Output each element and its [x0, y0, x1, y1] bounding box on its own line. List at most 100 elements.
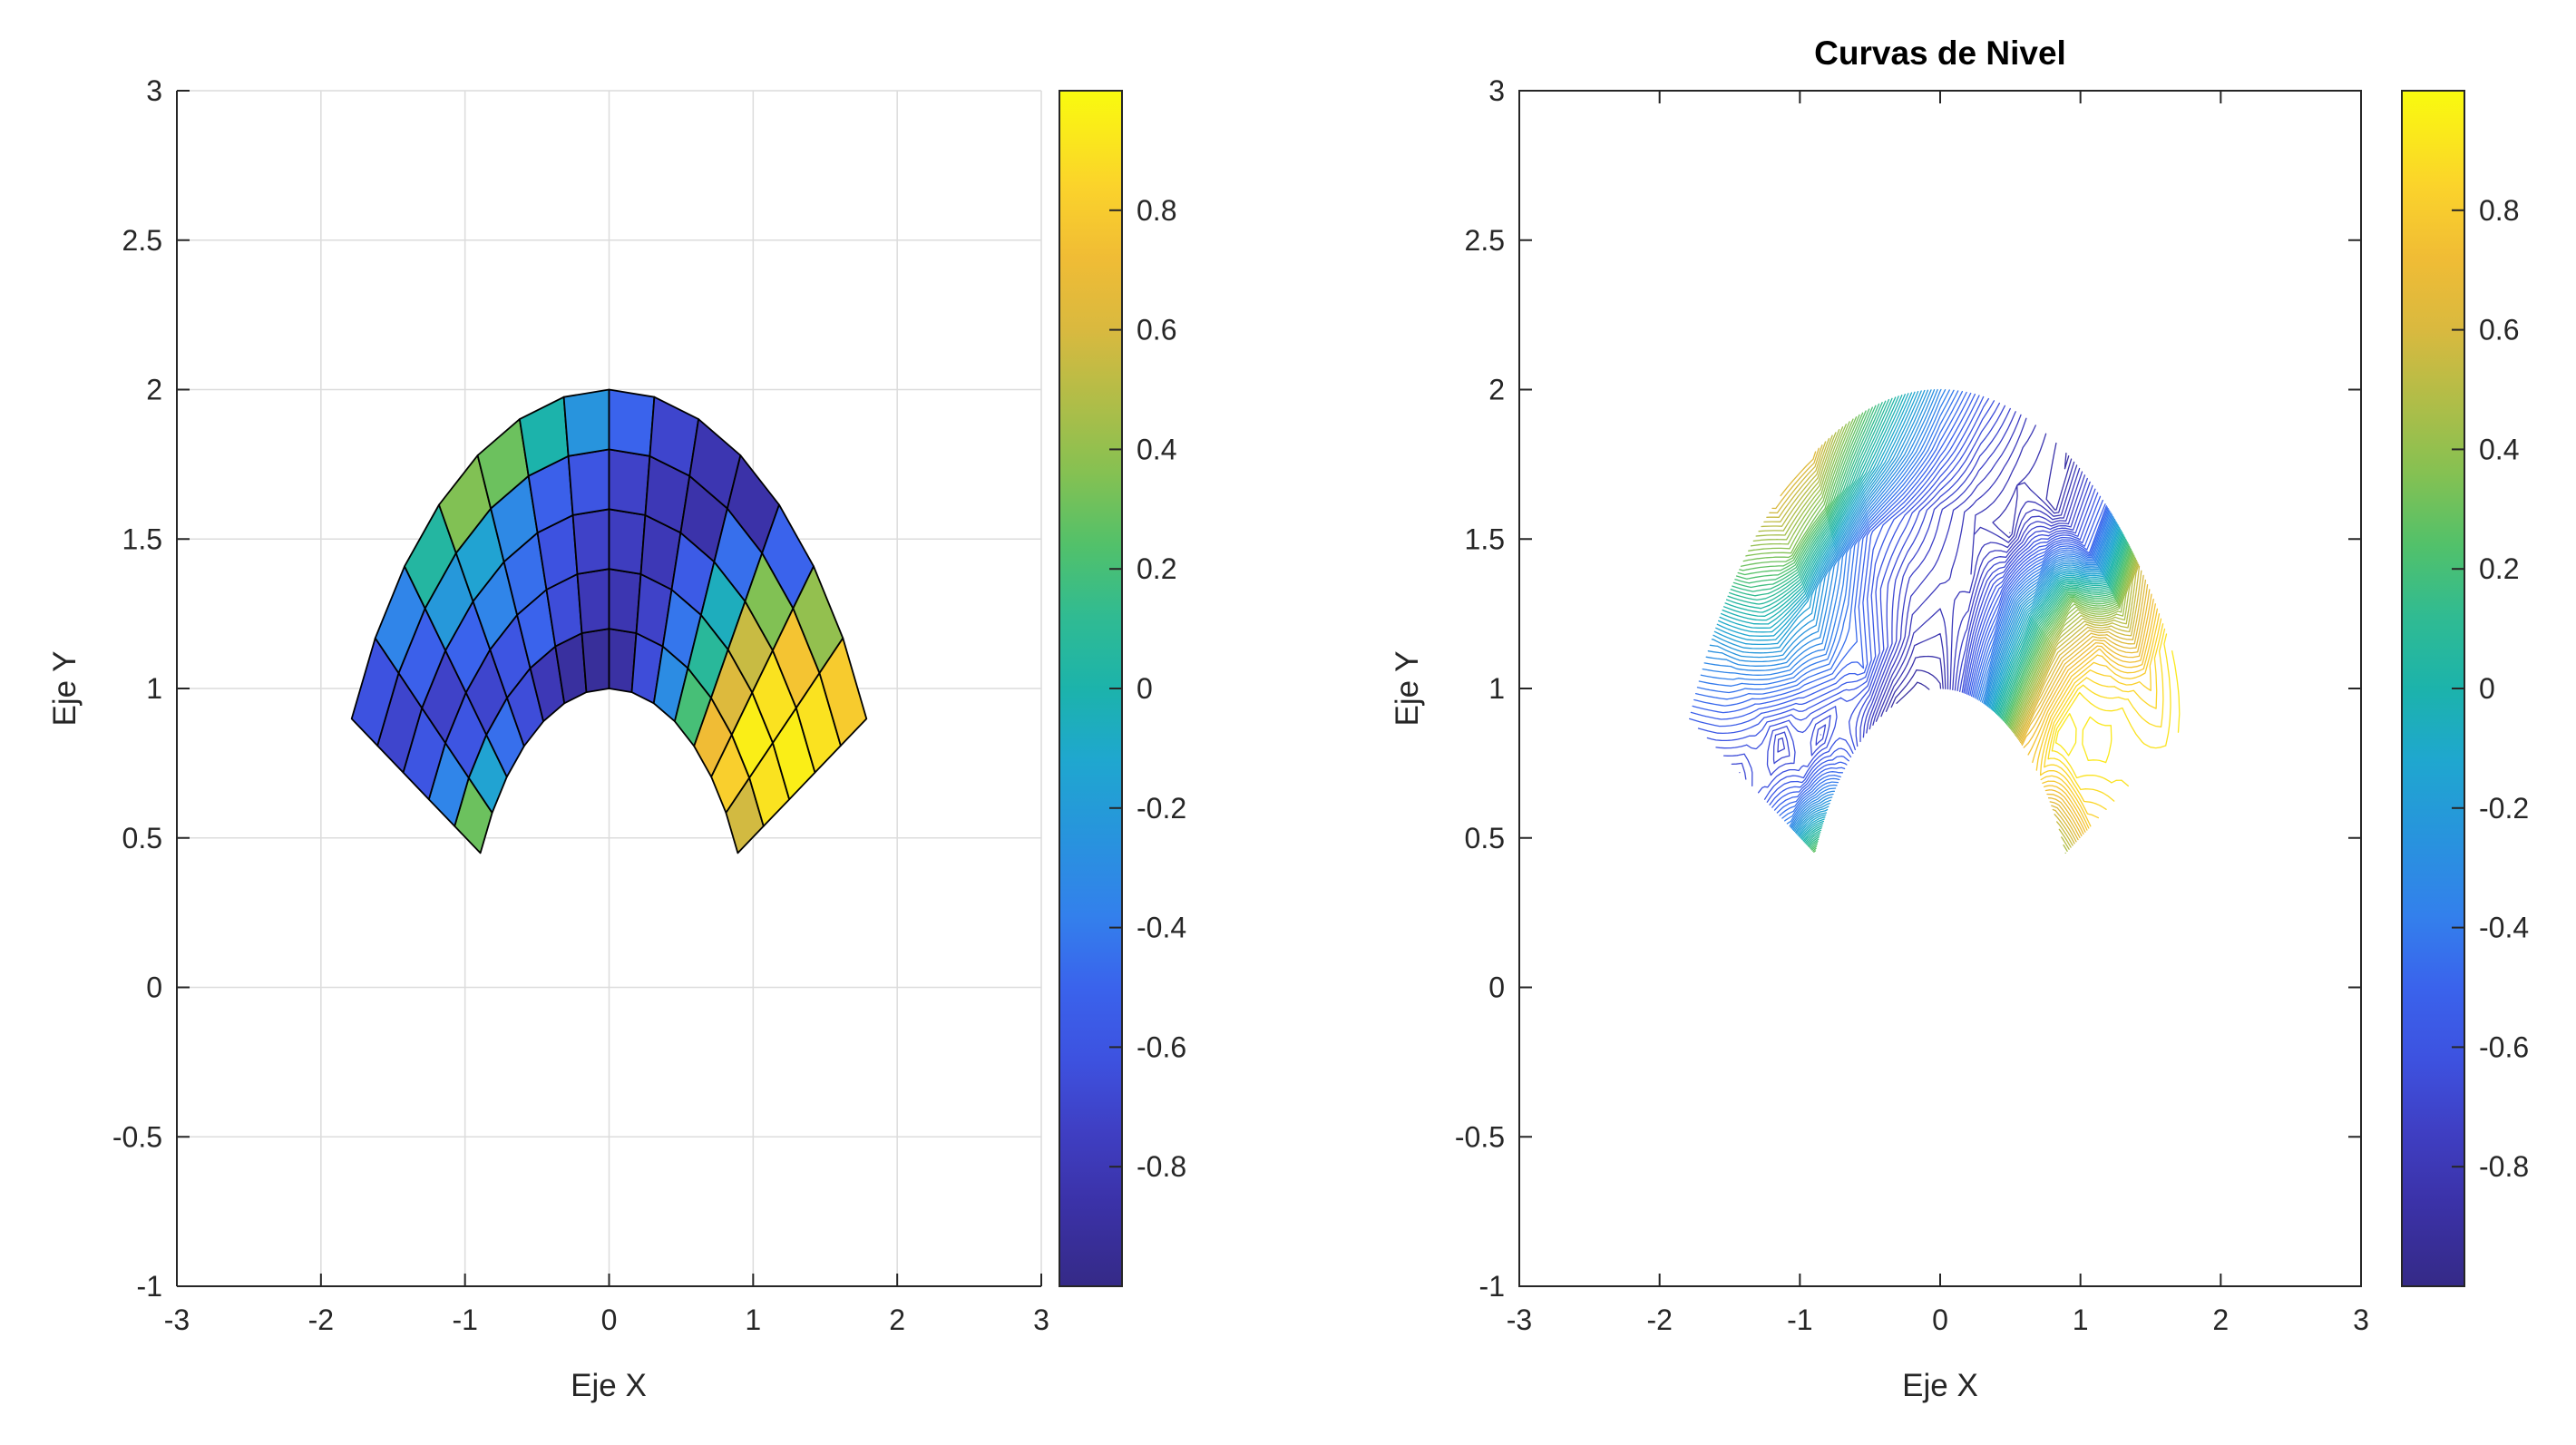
contour-line — [2039, 618, 2162, 819]
contour-line — [1766, 441, 2141, 846]
y-tick-label: 2 — [1488, 374, 1505, 406]
contour-line — [1745, 418, 2134, 729]
mesh-cell — [608, 448, 651, 516]
colorbar: 0.8 0.6 0.4 0.2 0 -0.2 -0.4 -0.6 -0.8 — [2401, 90, 2529, 1287]
mesh-cell — [608, 388, 656, 457]
contour-line — [1707, 389, 2115, 830]
left-yaxis-label: Eje Y — [47, 650, 83, 727]
contour-line — [1780, 451, 2147, 841]
right-xaxis-label: Eje X — [1902, 1368, 1978, 1403]
contour-line — [1706, 397, 2099, 800]
colorbar-tick-label: 0.6 — [2479, 314, 2519, 347]
contour-line — [1690, 393, 2106, 808]
colorbar-tick-label: -0.4 — [1137, 912, 1186, 944]
contour-line — [1700, 389, 2112, 825]
contour-line — [2054, 650, 2181, 764]
y-tick-label: 3 — [146, 74, 162, 107]
x-tick-label: 2 — [2212, 1303, 2229, 1336]
contour-line — [1750, 424, 2136, 731]
contour-line — [1739, 407, 2088, 774]
contour-line — [1880, 433, 2075, 718]
contour-line — [1713, 390, 2118, 835]
surface-mesh — [350, 388, 868, 854]
colorbar-tick-label: 0.2 — [2479, 552, 2519, 585]
contour-line — [1735, 408, 2131, 851]
colorbar-tick-label: 0.2 — [1137, 552, 1176, 585]
x-tick-label: 3 — [2353, 1303, 2369, 1336]
mesh-cell — [567, 448, 610, 516]
y-tick-label: 2.5 — [122, 224, 162, 257]
contour-line — [1722, 395, 2122, 841]
contour-line — [1742, 416, 2133, 727]
x-tick-label: -3 — [164, 1303, 190, 1336]
contour-line — [1748, 421, 2135, 730]
colorbar-tick-label: -0.6 — [1137, 1030, 1186, 1063]
contour-line — [1696, 390, 2110, 819]
y-tick-label: 1.5 — [1465, 522, 1505, 555]
contour-line — [1703, 388, 2113, 828]
y-tick-label: -0.5 — [112, 1120, 162, 1153]
contour-line — [2020, 589, 2151, 837]
contour-line — [1716, 391, 2120, 836]
y-tick-label: -0.5 — [1455, 1120, 1505, 1153]
contour-line — [1763, 437, 2140, 848]
colorbar-tick-label: 0 — [1137, 672, 1153, 705]
contour-line — [1720, 394, 2122, 840]
contour-line — [1722, 395, 2123, 842]
y-tick-label: 1.5 — [122, 522, 162, 555]
contour-line — [1737, 410, 2132, 852]
contour-line — [1734, 406, 2130, 850]
y-tick-label: 0.5 — [122, 822, 162, 854]
contour-plot: -3 -2 -1 0 1 2 3-1-0.500.511.522.530.80.60.40.… — [1455, 74, 2529, 1336]
contour-line — [1697, 395, 2102, 803]
contour-line — [2044, 623, 2164, 810]
mesh-plot: -3 -2 -1 0 1 2 3-1-0.500.511.522.530.80.60.40.… — [112, 74, 1186, 1336]
contour-line — [1727, 398, 2126, 845]
y-tick-label: 0.5 — [1465, 822, 1505, 854]
colorbar-tick-label: -0.6 — [2479, 1030, 2529, 1063]
y-tick-label: -1 — [137, 1270, 162, 1303]
mesh-cell — [608, 568, 642, 634]
x-tick-label: 2 — [889, 1303, 905, 1336]
contour-line — [1752, 426, 2137, 732]
colorbar-tick-label: -0.4 — [2479, 912, 2529, 944]
x-tick-label: 0 — [601, 1303, 618, 1336]
contour-line — [1769, 444, 2142, 845]
contour-line — [1885, 442, 2073, 712]
contour-line — [1758, 432, 2138, 852]
mesh-cell — [571, 508, 610, 575]
contour-line — [1872, 417, 2081, 726]
contour-line — [1731, 405, 2091, 780]
contour-line — [2047, 628, 2166, 802]
x-tick-label: 0 — [1932, 1303, 1948, 1336]
colorbar-tick-label: 0.8 — [1137, 194, 1176, 227]
contour-line — [1729, 400, 2127, 845]
colorbar-tick-label: -0.8 — [1137, 1150, 1186, 1183]
contour-line — [1732, 403, 2128, 848]
contour-line — [1711, 389, 2116, 833]
mesh-cell — [576, 568, 610, 634]
contour-line — [2019, 584, 2149, 839]
contour-line — [1715, 400, 2096, 794]
contour-line — [1761, 434, 2139, 850]
contour-line — [1694, 390, 2109, 816]
contour-lines — [1689, 388, 2181, 854]
x-tick-label: -2 — [1646, 1303, 1672, 1336]
right-yaxis-label: Eje Y — [1390, 650, 1425, 727]
colorbar-tick-label: 0.4 — [1137, 433, 1176, 465]
colorbar-tick-label: 0.8 — [2479, 194, 2519, 227]
y-tick-label: 3 — [1488, 74, 1505, 107]
right-plot-title: Curvas de Nivel — [1814, 34, 2066, 72]
x-tick-label: -2 — [308, 1303, 334, 1336]
contour-line — [1705, 388, 2114, 829]
colorbar-tick-label: -0.8 — [2479, 1150, 2529, 1183]
x-tick-label: -1 — [1787, 1303, 1812, 1336]
x-tick-label: 1 — [2073, 1303, 2089, 1336]
mesh-cell — [608, 508, 647, 575]
contour-line — [1730, 402, 2128, 847]
left-xaxis-label: Eje X — [571, 1368, 647, 1403]
contour-line — [2023, 598, 2154, 833]
contour-line — [1698, 389, 2111, 822]
contour-line — [1740, 414, 2132, 727]
